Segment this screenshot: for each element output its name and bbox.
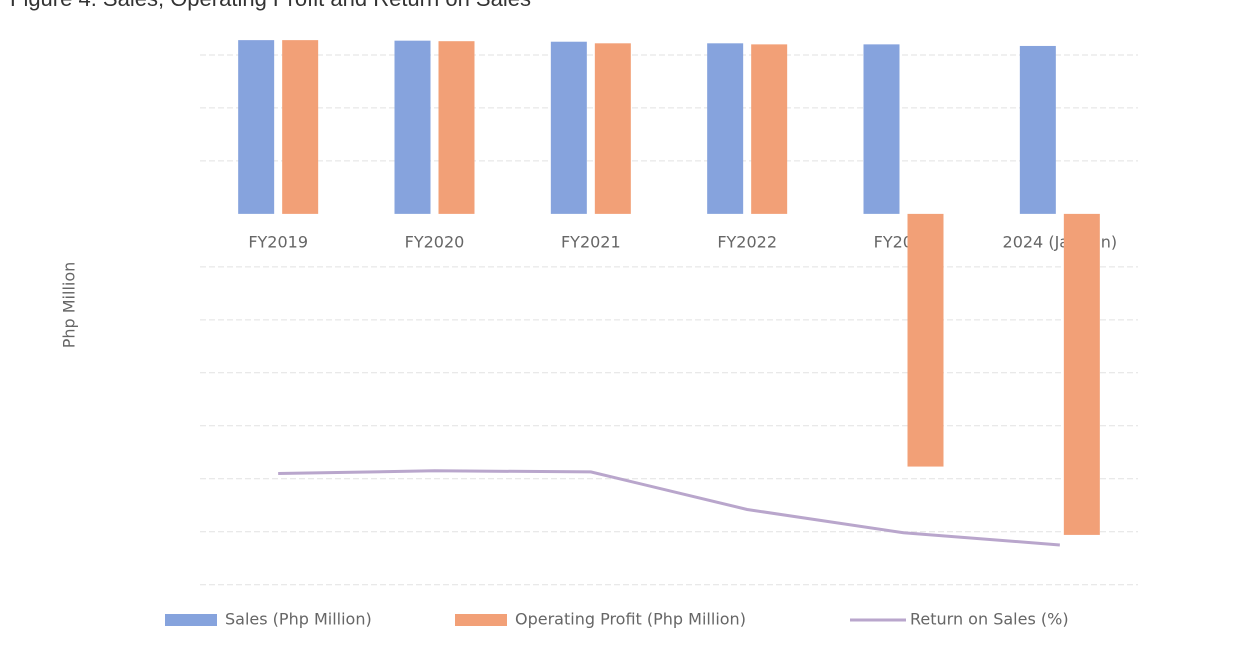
line <box>278 469 1060 547</box>
bar <box>238 40 275 214</box>
x-tick-label: FY2022 <box>717 232 777 251</box>
bar <box>707 43 744 214</box>
x-tick-label: FY2019 <box>248 232 308 251</box>
x-tick-label: 2024 (Jan-Jun) <box>1003 232 1118 251</box>
legend-label: Sales (Php Million) <box>225 610 372 629</box>
x-tick-label: FY2021 <box>561 232 621 251</box>
legend-label: Operating Profit (Php Million) <box>515 610 746 629</box>
bar <box>550 41 587 214</box>
bar <box>1019 45 1056 214</box>
legend-swatch <box>165 614 217 626</box>
bar <box>394 40 431 214</box>
x-tick-label: FY2020 <box>405 232 465 251</box>
legend-label: Return on Sales (%) <box>910 610 1069 629</box>
chart-title: Figure 4. Sales, Operating Profit and Re… <box>10 0 531 11</box>
bar <box>863 44 900 214</box>
bar <box>438 41 475 214</box>
legend-swatch <box>455 614 507 626</box>
bar <box>751 44 788 214</box>
bar <box>907 213 944 467</box>
y-axis-label: Php Million <box>60 262 79 349</box>
bar <box>1063 213 1100 535</box>
bar <box>594 43 631 214</box>
bar <box>282 40 319 214</box>
